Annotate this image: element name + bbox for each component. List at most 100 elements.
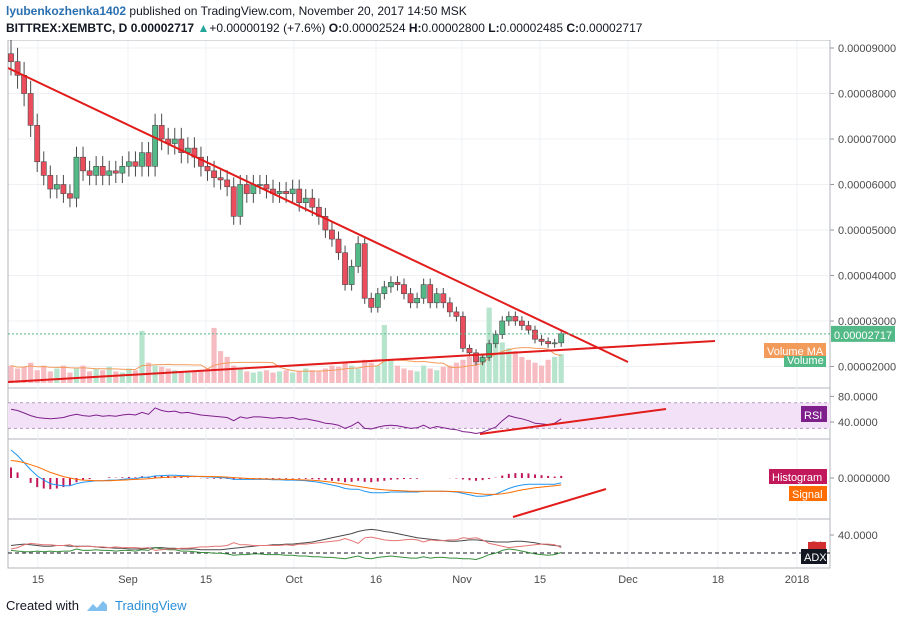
- chart-canvas[interactable]: 0.00009000 0.00008000 0.00007000 0.00006000…: [0, 40, 907, 592]
- volume-bar: [480, 354, 486, 383]
- candle-body: [525, 325, 532, 331]
- high-value: 0.00002800: [421, 21, 485, 35]
- candle-body: [433, 293, 440, 304]
- volume-tag-box: [784, 356, 826, 367]
- time-tick-label: 15: [534, 574, 546, 586]
- candle-body: [473, 352, 479, 363]
- publish-info: published on TradingView.com, November 2…: [129, 4, 467, 18]
- time-tick-label: 15: [32, 574, 44, 586]
- time-tick-label: 2018: [785, 574, 809, 586]
- histogram-tag-box: [769, 469, 827, 484]
- candle-body: [558, 333, 565, 344]
- candle-body: [14, 61, 21, 76]
- volume-bar: [41, 365, 47, 383]
- adx-line: [10, 528, 562, 551]
- volume-bar: [119, 372, 125, 383]
- footer: Created with TradingView: [6, 598, 187, 613]
- volume-bar: [28, 362, 34, 383]
- volume-bar: [381, 325, 387, 383]
- volume-bar: [14, 368, 21, 383]
- candle-body: [93, 166, 100, 176]
- candle-body: [427, 284, 434, 304]
- symbol-line: BITTREX:XEMBTC, D 0.00002717 ▲+0.0000019…: [6, 20, 642, 37]
- candle-body: [479, 357, 486, 363]
- price-change: +0.00000192 (+7.6%): [209, 21, 326, 35]
- volume-bar: [21, 366, 27, 383]
- volume-bar: [512, 351, 518, 383]
- candle-body: [551, 342, 558, 345]
- volume-bar: [244, 371, 250, 383]
- volume-ma-tag-box: [764, 343, 826, 358]
- candle-body: [276, 191, 283, 194]
- low-label: L:: [488, 21, 500, 35]
- rsi-trendline: [479, 408, 667, 435]
- candle-body: [132, 161, 139, 167]
- rsi-tag-box: [801, 406, 827, 422]
- candle-body: [224, 179, 231, 188]
- candle-body: [329, 229, 335, 240]
- volume-bar: [362, 359, 368, 383]
- histogram-tag: Histogram: [772, 472, 822, 484]
- candle-body: [512, 316, 519, 322]
- symbol-label: BITTREX:XEMBTC, D: [6, 21, 128, 35]
- macd-line: [10, 449, 562, 497]
- rsi-line: [10, 407, 562, 435]
- candle-body: [420, 284, 427, 299]
- candle-body: [171, 138, 178, 144]
- volume-bar: [139, 330, 145, 383]
- volume-bar: [466, 356, 473, 383]
- brand-link[interactable]: TradingView: [114, 598, 187, 613]
- candle-body: [40, 161, 47, 176]
- volume-bar: [552, 356, 558, 383]
- candle-body: [256, 184, 263, 186]
- up-arrow-icon: ▲: [197, 21, 210, 35]
- candle-body: [34, 125, 41, 163]
- volume-bar: [60, 365, 66, 383]
- candle-body: [414, 297, 420, 304]
- candle-body: [505, 316, 512, 322]
- di-tag-box: [808, 542, 826, 552]
- volume-bar: [493, 336, 499, 383]
- volume-bar: [218, 351, 224, 383]
- volume-bar: [506, 348, 512, 383]
- adx-tag-box: [801, 549, 827, 564]
- macd-tick-label: 0.0000000: [838, 473, 890, 485]
- volume-bar: [185, 372, 191, 383]
- candle-body: [361, 243, 368, 299]
- volume-bar: [172, 370, 178, 383]
- candle-body: [289, 188, 296, 194]
- candle-body: [348, 266, 355, 285]
- di-tag: DI: [811, 540, 822, 552]
- volume-bar: [558, 354, 564, 383]
- volume-bar: [198, 370, 204, 383]
- candle-body: [112, 170, 119, 174]
- candle-body: [80, 156, 86, 172]
- created-with-label: Created with: [6, 598, 79, 613]
- candle-body: [486, 343, 493, 358]
- candle-body: [204, 166, 211, 172]
- candle-body: [47, 175, 54, 190]
- candle-body: [453, 311, 460, 317]
- candle-body: [73, 156, 80, 199]
- resistance-trendline: [7, 67, 629, 363]
- candle-body: [217, 177, 224, 181]
- candle-body: [27, 93, 34, 126]
- volume-bar: [532, 362, 538, 383]
- candle-body: [355, 243, 362, 267]
- author-link[interactable]: lyubenkozhenka1402: [6, 4, 127, 18]
- candle-body: [145, 152, 152, 167]
- volume-bar: [211, 327, 217, 383]
- candle-body: [99, 166, 106, 176]
- price-tick-label: 0.00002000: [838, 362, 896, 374]
- candle-body: [499, 320, 506, 335]
- price-tick-label: 0.00003000: [838, 316, 896, 328]
- last-price-tag-box: [831, 325, 895, 342]
- volume-bar: [290, 372, 296, 383]
- candle-body: [67, 193, 73, 199]
- volume-bar: [106, 366, 112, 383]
- volume-bar: [545, 359, 551, 383]
- volume-bar: [349, 365, 355, 383]
- price-tick-label: 0.00009000: [838, 43, 896, 55]
- volume-bar: [538, 365, 545, 383]
- dmi-tick-label: 40.0000: [838, 530, 878, 542]
